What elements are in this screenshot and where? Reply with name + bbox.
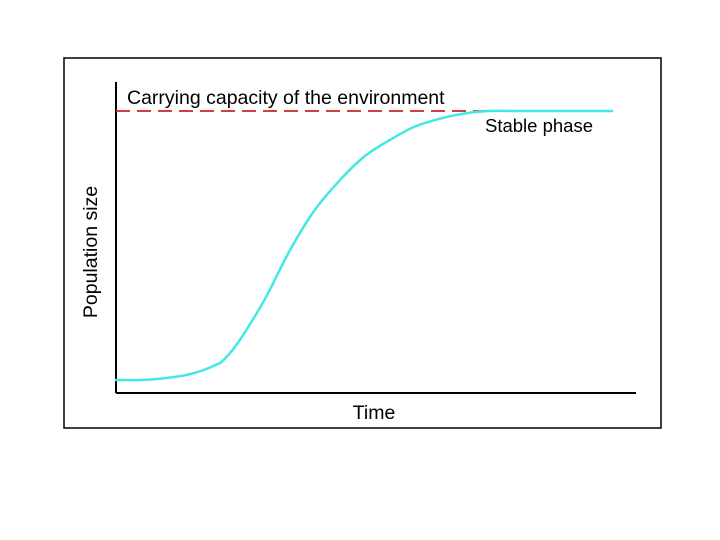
population-curve xyxy=(114,109,614,382)
data-points xyxy=(115,110,613,381)
x-axis-label: Time xyxy=(353,402,396,424)
y-axis-label: Population size xyxy=(80,186,102,318)
stable-phase-label: Stable phase xyxy=(485,115,593,136)
chart-frame xyxy=(63,57,662,429)
carrying-capacity-label: Carrying capacity of the environment xyxy=(127,87,445,109)
